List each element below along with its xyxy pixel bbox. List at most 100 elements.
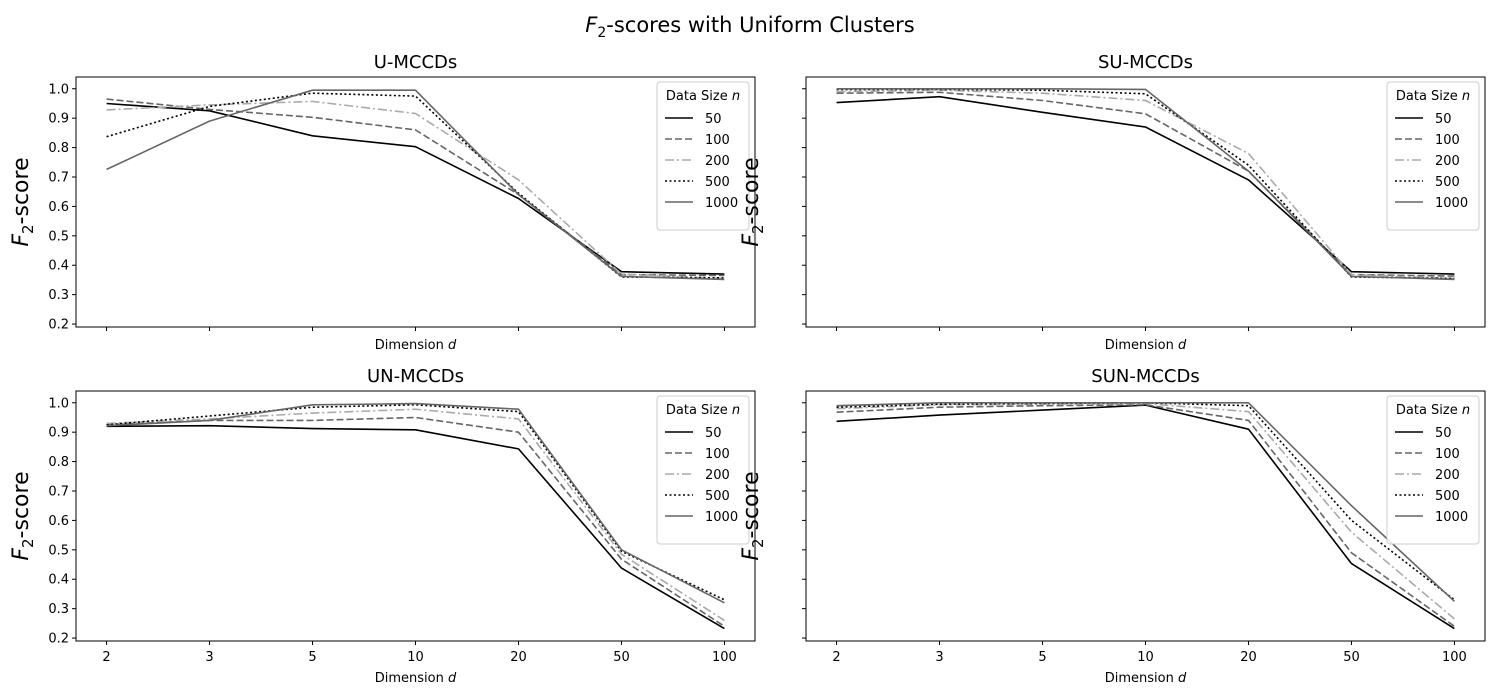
legend: Data Size n 50 100 200 500 1000 [1386,395,1480,545]
plot-frame [75,390,756,642]
series-lines [106,89,725,281]
legend-label-50: 50 [1435,112,1452,127]
legend-label-1000: 1000 [1435,196,1468,211]
y-tick-label: 0.3 [48,288,69,303]
y-tick-label: 0.3 [48,602,69,617]
y-tick-label: 0.6 [48,200,69,215]
y-axis-label: F2-score [739,157,767,246]
series-line-200 [106,100,725,280]
plot-frame [75,76,756,328]
y-tick-label: 0.7 [48,485,69,500]
legend-title: Data Size n [666,89,740,104]
figure-title-symbol: F [585,13,598,37]
y-tick-label: 0.7 [48,171,69,186]
legend-box [656,81,750,231]
series-line-200 [836,402,1455,620]
y-tick-label: 0.2 [48,318,69,333]
x-tick-label: 2 [832,650,840,665]
y-tick-label: 1.0 [48,396,69,411]
legend-label-50: 50 [1435,426,1452,441]
legend-label-1000: 1000 [705,196,738,211]
y-tick-label: 0.4 [48,259,69,274]
series-line-100 [836,403,1455,627]
series-line-1000 [106,89,725,281]
figure-title-subscript: 2 [597,25,606,41]
x-axis-label: Dimension d [375,338,457,353]
plot-frame [805,390,1486,642]
x-axis-label: Dimension d [375,671,457,686]
x-tick-label: 10 [407,650,424,665]
legend-box [656,395,750,545]
series-line-50 [836,95,1455,275]
legend: Data Size n 50 100 200 500 1000 [656,81,750,231]
x-tick-label: 5 [1038,650,1046,665]
series-line-100 [106,98,725,277]
legend-label-1000: 1000 [1435,510,1468,525]
x-tick-label: 20 [510,650,527,665]
y-tick-label: 0.9 [48,426,69,441]
y-axis-label: F2-score [9,471,37,560]
series-line-500 [836,88,1455,280]
x-axis-label: Dimension d [1105,338,1187,353]
series-line-50 [106,102,725,275]
y-axis-label: F2-score [9,157,37,246]
subplot-u-mccds: U-MCCDs 0.2 0.3 0.4 0.5 0.6 0.7 0.8 0.9 1.0 Dimens… [9,52,756,353]
series-lines [836,88,1455,281]
legend-title: Data Size n [666,403,740,418]
x-tick-label: 100 [712,650,737,665]
series-line-1000 [836,401,1455,602]
series-line-100 [106,416,725,627]
series-lines [106,402,725,630]
subplot-grid: U-MCCDs 0.2 0.3 0.4 0.5 0.6 0.7 0.8 0.9 1.0 Dimens… [9,52,1486,686]
series-line-500 [106,92,725,279]
legend-label-100: 100 [1435,133,1460,148]
series-line-200 [106,408,725,622]
series-line-500 [106,403,725,601]
x-tick-label: 3 [935,650,943,665]
legend-label-100: 100 [1435,447,1460,462]
x-tick-label: 10 [1137,650,1154,665]
figure-title: F2-scores with Uniform Clusters [585,13,915,41]
legend-label-100: 100 [705,133,730,148]
legend-title: Data Size n [1396,403,1470,418]
figure-title-text: -scores with Uniform Clusters [606,13,914,37]
legend-label-50: 50 [705,112,722,127]
series-line-1000 [836,88,1455,281]
series-line-100 [836,91,1455,277]
subplot-title: SU-MCCDs [1098,52,1193,73]
legend-label-200: 200 [1435,468,1460,483]
legend-label-50: 50 [705,426,722,441]
x-tick-label: 5 [308,650,316,665]
legend: Data Size n 50 100 200 500 1000 [1386,81,1480,231]
series-lines [836,401,1455,630]
x-tick-label: 2 [102,650,110,665]
x-tick-label: 100 [1442,650,1467,665]
y-tick-label: 0.5 [48,543,69,558]
x-tick-label: 50 [613,650,630,665]
legend-label-500: 500 [705,175,730,190]
legend-label-500: 500 [1435,175,1460,190]
x-tick-label: 3 [205,650,213,665]
series-line-1000 [106,402,725,604]
legend-label-200: 200 [1435,154,1460,169]
x-tick-label: 20 [1240,650,1257,665]
subplot-title: U-MCCDs [374,52,458,73]
y-tick-label: 0.6 [48,514,69,529]
y-axis-label: F2-score [739,471,767,560]
y-tick-label: 0.5 [48,229,69,244]
subplot-un-mccds: UN-MCCDs 0.2 0.3 0.4 0.5 0.6 0.7 0.8 0.9 1.0 2 3 5 10… [9,366,756,686]
legend-label-500: 500 [1435,489,1460,504]
legend-label-200: 200 [705,468,730,483]
y-tick-label: 0.9 [48,112,69,127]
y-tick-label: 0.8 [48,455,69,470]
subplot-sun-mccds: SUN-MCCDs 2 3 5 10 20 50 100 Dimension d F2-score… [739,366,1486,686]
series-line-50 [836,404,1455,630]
y-tick-label: 0.4 [48,573,69,588]
legend-box [1386,395,1480,545]
legend-label-500: 500 [705,489,730,504]
legend-label-100: 100 [705,447,730,462]
subplot-title: UN-MCCDs [367,366,464,387]
y-tick-label: 0.8 [48,141,69,156]
legend: Data Size n 50 100 200 500 1000 [656,395,750,545]
